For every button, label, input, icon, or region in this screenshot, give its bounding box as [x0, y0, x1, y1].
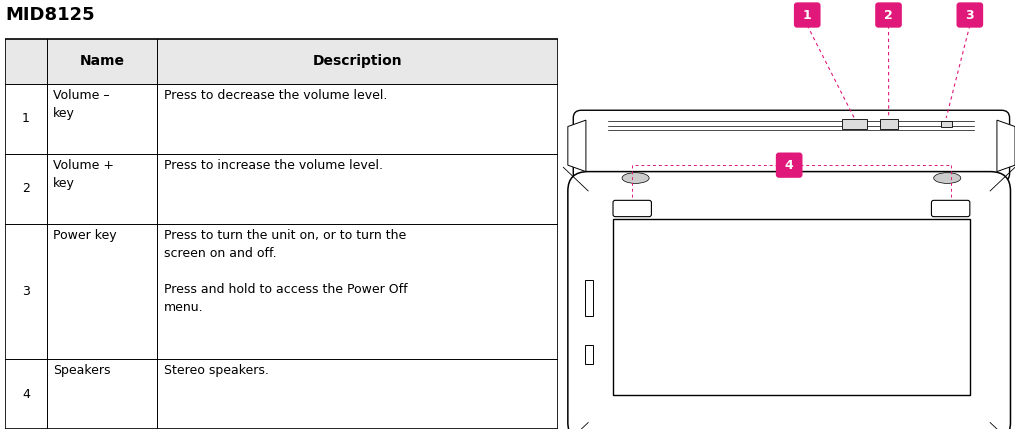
Ellipse shape — [622, 173, 650, 184]
Text: Name: Name — [79, 54, 125, 68]
Text: Volume –
key: Volume – key — [53, 89, 110, 120]
FancyBboxPatch shape — [794, 3, 820, 27]
FancyBboxPatch shape — [932, 200, 969, 217]
Text: 1: 1 — [22, 112, 29, 125]
FancyBboxPatch shape — [613, 200, 652, 217]
Bar — [5, 39, 558, 84]
Text: 4: 4 — [22, 387, 29, 401]
Bar — [880, 119, 897, 129]
FancyBboxPatch shape — [573, 110, 1010, 181]
Text: Volume +
key: Volume + key — [53, 159, 115, 190]
Bar — [585, 345, 593, 364]
Text: 3: 3 — [22, 285, 29, 298]
Text: Stereo speakers.: Stereo speakers. — [163, 364, 269, 377]
FancyBboxPatch shape — [567, 172, 1011, 429]
Polygon shape — [997, 120, 1015, 172]
Bar — [585, 280, 593, 317]
Text: 3: 3 — [965, 9, 974, 21]
Text: 2: 2 — [884, 9, 893, 21]
Text: 2: 2 — [22, 182, 29, 195]
Text: 4: 4 — [785, 159, 794, 172]
Ellipse shape — [934, 173, 961, 184]
Text: MID8125: MID8125 — [5, 6, 94, 24]
Bar — [941, 121, 952, 127]
Text: Press to turn the unit on, or to turn the
screen on and off.

Press and hold to : Press to turn the unit on, or to turn th… — [163, 229, 407, 314]
Text: Press to increase the volume level.: Press to increase the volume level. — [163, 159, 383, 172]
Text: Power key: Power key — [53, 229, 117, 242]
FancyBboxPatch shape — [875, 3, 902, 27]
FancyBboxPatch shape — [956, 3, 984, 27]
Text: 1: 1 — [803, 9, 812, 21]
Bar — [841, 119, 867, 129]
FancyBboxPatch shape — [775, 152, 803, 178]
Polygon shape — [567, 120, 586, 172]
Text: Description: Description — [313, 54, 403, 68]
Text: Speakers: Speakers — [53, 364, 111, 377]
Text: Press to decrease the volume level.: Press to decrease the volume level. — [163, 89, 387, 102]
Bar — [613, 219, 969, 395]
